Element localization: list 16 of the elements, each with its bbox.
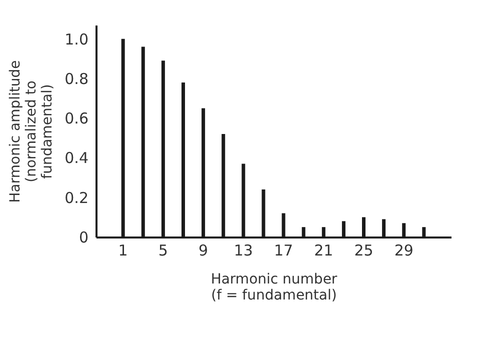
x-tick-label: 21 bbox=[314, 242, 334, 260]
y-tick-label: 0.2 bbox=[64, 188, 88, 207]
x-tick-label: 9 bbox=[198, 242, 208, 260]
y-tick-label: 0.8 bbox=[64, 70, 88, 88]
y-tick-label: 0.6 bbox=[64, 110, 88, 128]
y-tick-label: 0 bbox=[78, 228, 88, 246]
x-tick-label: 29 bbox=[394, 242, 414, 260]
x-tick-label: 25 bbox=[354, 242, 374, 260]
x-tick-label: 13 bbox=[234, 242, 253, 260]
x-tick-label: 5 bbox=[158, 242, 168, 260]
y-axis-title: Harmonic amplitude (normalized to fundamental) bbox=[8, 60, 56, 203]
x-tick-label: 17 bbox=[274, 242, 294, 260]
y-tick-label: 1.0 bbox=[64, 30, 88, 48]
x-axis-title: Harmonic number (f = fundamental) bbox=[210, 272, 338, 304]
y-tick-label: 0.4 bbox=[64, 149, 88, 168]
x-tick-label: 1 bbox=[118, 242, 128, 260]
